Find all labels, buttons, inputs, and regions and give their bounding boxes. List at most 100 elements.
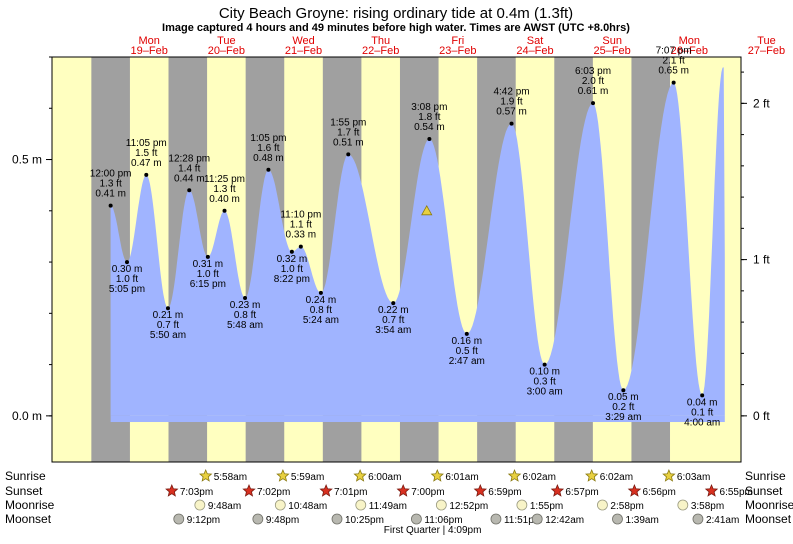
- low-tide-label: 0.31 m: [193, 259, 224, 270]
- sunrise-icon: [353, 468, 367, 482]
- y-left-tick-label: 0.0 m: [12, 409, 42, 423]
- high-tide-point: [266, 167, 271, 172]
- sunset-icon: [473, 483, 487, 497]
- moonset-time-label: 1:39am: [625, 515, 658, 526]
- low-tide-label: 0.10 m: [529, 367, 560, 378]
- low-tide-label: 4:00 am: [684, 417, 720, 428]
- day-date-label: 26–Feb: [671, 45, 708, 57]
- high-tide-label: 4:42 pm: [493, 87, 529, 98]
- moonset-icon: [490, 513, 502, 525]
- sunrise-time-label: 6:01am: [445, 472, 478, 483]
- high-tide-label: 1.7 ft: [337, 127, 359, 138]
- high-tide-label: 1.1 ft: [290, 220, 312, 231]
- sunset-time-label: 6:56pm: [642, 487, 675, 498]
- sunset-time-label: 6:55pm: [720, 487, 753, 498]
- high-tide-label: 12:28 pm: [168, 153, 210, 164]
- moonrise-icon: [597, 499, 608, 511]
- sunrise-time-label: 6:00am: [368, 472, 401, 483]
- high-tide-label: 11:25 pm: [204, 174, 245, 185]
- sunrise-time-label: 5:59am: [291, 472, 324, 483]
- day-date-label: 27–Feb: [748, 45, 785, 57]
- sunset-icon: [242, 483, 256, 497]
- row-label-right-sunrise: Sunrise: [745, 469, 786, 483]
- sunrise-icon: [507, 468, 522, 482]
- high-tide-label: 2.1 ft: [663, 56, 685, 67]
- high-tide-label: 1.9 ft: [500, 97, 522, 108]
- low-tide-label: 5:48 am: [227, 320, 263, 331]
- high-tide-label: 7:07 pm: [656, 46, 692, 57]
- day-date-label: 23–Feb: [439, 45, 476, 57]
- high-tide-point: [346, 152, 351, 157]
- row-label-left-sunrise: Sunrise: [5, 469, 46, 483]
- high-tide-point: [222, 208, 227, 213]
- high-tide-label: 0.44 m: [174, 173, 205, 184]
- row-label-right-sunset: Sunset: [745, 484, 783, 498]
- day-name-label: Mon: [139, 35, 160, 47]
- moonrise-time-label: 11:49am: [369, 501, 407, 512]
- sunset-time-label: 6:57pm: [565, 487, 598, 498]
- sunrise-icon: [585, 468, 599, 482]
- low-tide-label: 0.7 ft: [382, 315, 404, 326]
- row-label-left-moonrise: Moonrise: [5, 498, 55, 512]
- low-tide-label: 2:47 am: [449, 356, 485, 367]
- moonset-time-label: 11:51pm: [504, 515, 542, 526]
- tide-series: [110, 67, 725, 416]
- row-label-left-sunset: Sunset: [5, 484, 43, 498]
- low-tide-label: 0.05 m: [608, 392, 639, 403]
- low-tide-label: 6:15 pm: [190, 279, 226, 290]
- moonrise-time-label: 12:52pm: [449, 501, 488, 512]
- low-tide-label: 0.7 ft: [157, 320, 179, 331]
- moonset-icon: [331, 513, 343, 525]
- sunset-time-label: 7:03pm: [180, 487, 213, 498]
- low-tide-label: 5:05 pm: [109, 284, 145, 295]
- high-tide-label: 1.6 ft: [257, 143, 279, 154]
- low-tide-label: 5:50 am: [150, 330, 186, 341]
- low-tide-label: 0.5 ft: [456, 346, 478, 357]
- low-tide-point: [700, 393, 705, 398]
- current-level-marker: [421, 204, 433, 216]
- high-tide-label: 0.57 m: [496, 107, 527, 118]
- sunrise-time-label: 5:58am: [214, 472, 247, 483]
- moonrise-icon: [355, 499, 367, 511]
- moonset-icon: [173, 513, 185, 525]
- y-right-tick-label: 1 ft: [753, 253, 770, 267]
- low-tide-label: 0.8 ft: [310, 305, 332, 316]
- sunrise-time-label: 6:02am: [523, 472, 556, 483]
- high-tide-label: 0.40 m: [209, 194, 240, 205]
- sunset-icon: [319, 483, 333, 497]
- high-tide-label: 6:03 pm: [575, 66, 611, 77]
- high-tide-label: 11:05 pm: [126, 138, 167, 149]
- high-tide-label: 1.8 ft: [418, 112, 440, 123]
- low-tide-label: 0.23 m: [230, 300, 261, 311]
- low-tide-point: [289, 249, 294, 254]
- moonset-icon: [411, 513, 422, 525]
- low-tide-point: [621, 388, 626, 393]
- moonset-time-label: 9:48pm: [266, 515, 299, 526]
- moonrise-icon: [274, 499, 286, 511]
- day-name-label: Tue: [217, 35, 236, 47]
- sunrise-time-label: 6:03am: [677, 472, 710, 483]
- low-tide-label: 8:22 pm: [274, 274, 310, 285]
- high-tide-label: 12:00 pm: [90, 169, 132, 180]
- row-label-left-moonset: Moonset: [5, 512, 52, 526]
- high-tide-label: 1.5 ft: [135, 148, 157, 159]
- moonset-icon: [692, 513, 704, 525]
- day-date-label: 19–Feb: [131, 45, 168, 57]
- sunrise-icon: [276, 468, 290, 482]
- moonrise-time-label: 1:55pm: [530, 501, 563, 512]
- high-tide-point: [671, 80, 676, 85]
- low-tide-label: 0.04 m: [687, 397, 718, 408]
- moonrise-time-label: 9:48am: [208, 501, 241, 512]
- high-tide-label: 2.0 ft: [582, 76, 604, 87]
- day-date-label: 22–Feb: [362, 45, 399, 57]
- low-tide-label: 5:24 am: [303, 315, 339, 326]
- low-tide-point: [318, 290, 323, 295]
- y-right-tick-label: 0 ft: [753, 409, 770, 423]
- high-tide-label: 0.51 m: [333, 137, 364, 148]
- low-tide-label: 0.2 ft: [612, 402, 634, 413]
- high-tide-label: 1:05 pm: [250, 133, 286, 144]
- low-tide-label: 0.8 ft: [234, 310, 256, 321]
- high-tide-label: 1.3 ft: [213, 184, 235, 195]
